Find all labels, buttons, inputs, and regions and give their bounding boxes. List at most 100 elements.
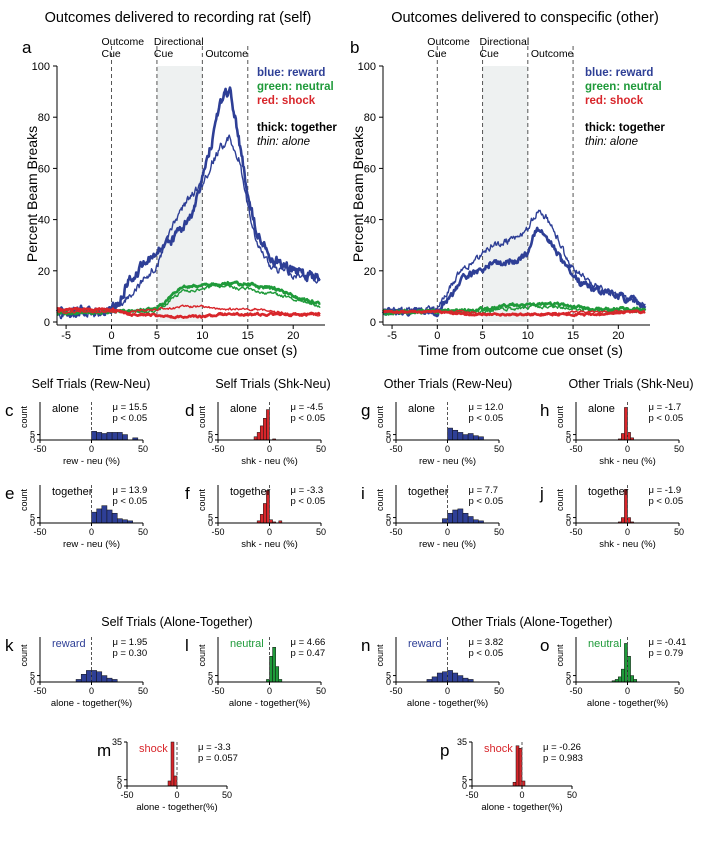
x-tick-label: 0 [445,686,450,696]
legend-other: blue: reward green: neutral red: shock t… [585,67,665,148]
histogram-bar [91,431,97,441]
panel-condition-label: neutral [230,638,264,650]
panel-letter: j [539,484,544,503]
x-tick-label: -50 [33,686,46,696]
panel-letter: c [5,401,14,420]
y-tick-label: 0 [30,435,35,445]
x-axis-label: alone - together(%) [587,698,668,709]
histogram-bar [617,676,622,683]
x-tick-label: 50 [138,444,148,454]
stat-mean: μ = -1.9 [649,485,682,496]
x-axis-label: rew - neu (%) [63,539,120,550]
histogram-bar [80,674,87,683]
x-tick-label: -50 [569,686,582,696]
panel-letter: f [185,484,190,503]
histogram-bar [621,517,625,524]
histogram-bar [473,435,479,441]
stat-p-value: p < 0.05 [469,496,504,507]
panel-condition-label: together [588,486,629,498]
legend-thick-label: thick: together [585,122,665,134]
x-tick-label: 0 [625,444,630,454]
x-tick-label: 50 [316,686,326,696]
legend-self: blue: reward green: neutral red: shock t… [257,67,337,148]
histogram-bar [452,429,459,441]
x-tick-label: -50 [211,527,224,537]
stat-mean: μ = -1.7 [649,402,682,413]
x-tick-label: -50 [569,444,582,454]
panel-condition-label: together [408,486,449,498]
stat-p-value: p < 0.05 [291,413,326,424]
y-tick-label: 5 [386,430,391,440]
section-title-self-alone-together: Self Trials (Alone-Together) [101,615,252,629]
x-tick-label: 0 [625,686,630,696]
y-tick-label: 35 [112,737,122,747]
panel-condition-label: shock [484,743,513,755]
stat-mean: μ = -0.41 [649,637,687,648]
y-tick-label: 0 [566,435,571,445]
y-axis-label: Percent Beam Breaks [350,126,366,262]
x-axis-label: alone - together(%) [407,698,488,709]
x-axis-label: rew - neu (%) [419,456,476,467]
event-label-cue: Cue [102,48,121,60]
event-label-outcome: Outcome [205,48,248,60]
x-tick-label: 50 [222,790,232,800]
y-tick-label: 5 [566,671,571,681]
y-axis-label: count [375,405,385,428]
panel-letter: g [361,401,370,420]
x-tick-label: 50 [674,527,684,537]
x-tick-label: 0 [174,790,179,800]
x-tick-label: 0 [89,444,94,454]
header-self: Outcomes delivered to recording rat (sel… [45,10,312,26]
y-tick-label: 5 [208,671,213,681]
x-tick-label: 0 [267,686,272,696]
stat-p-value: p = 0.057 [198,753,238,764]
y-tick-label: 60 [38,163,50,175]
y-tick-label: 0 [566,518,571,528]
directional-period-shade [156,66,203,322]
x-tick-label: 15 [242,330,254,342]
panel-letter: k [5,636,14,655]
y-tick-label: 0 [208,518,213,528]
legend-thick-label: thick: together [257,122,337,134]
series-line-shock-alone [382,309,646,317]
histogram-bar [457,508,464,524]
event-label-directional: Directional [154,36,204,48]
y-axis-label: count [197,405,207,428]
histogram-bar [111,512,118,524]
histogram-bar [101,675,108,683]
y-axis-label: count [555,405,565,428]
x-tick-label: 0 [445,444,450,454]
histogram-bar [259,514,264,524]
histogram-bar [106,677,113,683]
panel-condition-label: alone [588,403,615,415]
section-title-self-rew: Self Trials (Rew-Neu) [32,377,151,391]
x-tick-label: 0 [89,686,94,696]
y-tick-label: 80 [364,112,376,124]
y-axis-label: count [19,644,29,667]
histogram-bar [91,670,97,683]
histogram-bar [436,672,443,683]
histogram-bar [452,509,459,524]
histogram-bar [621,668,625,683]
section-title-other-shk: Other Trials (Shk-Neu) [568,377,693,391]
histogram-bar [467,516,474,524]
x-tick-label: 50 [674,444,684,454]
y-tick-label: 100 [32,61,50,73]
x-tick-label: 50 [567,790,577,800]
x-axis-label: Time from outcome cue onset (s) [93,342,298,358]
y-axis-label: count [197,488,207,511]
histogram-bar [86,670,92,683]
x-tick-label: 50 [316,527,326,537]
histogram-bar [447,512,453,524]
panel-letter: d [185,401,194,420]
y-tick-label: 60 [364,163,376,175]
panel-letter: o [540,636,549,655]
x-axis-label: rew - neu (%) [419,539,476,550]
stat-p-value: p = 0.30 [113,648,148,659]
